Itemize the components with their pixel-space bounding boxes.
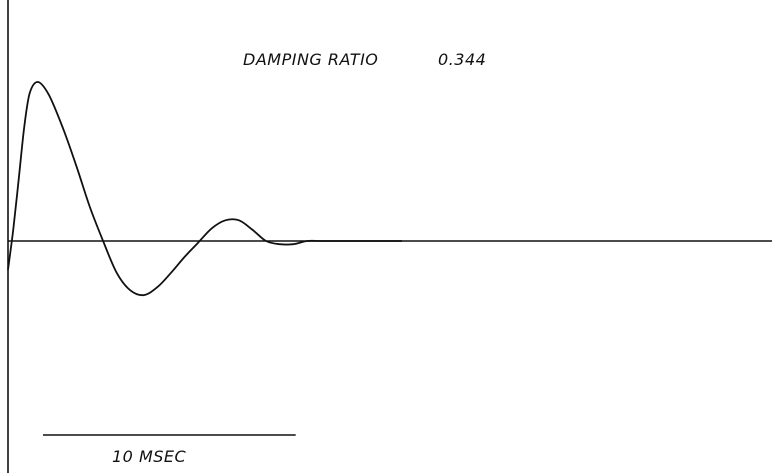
chart-title: DAMPING RATIO [243,50,378,69]
damping-ratio-value: 0.344 [438,50,486,69]
response-curve [7,81,402,297]
scale-bar-label: 10 MSEC [112,447,187,466]
